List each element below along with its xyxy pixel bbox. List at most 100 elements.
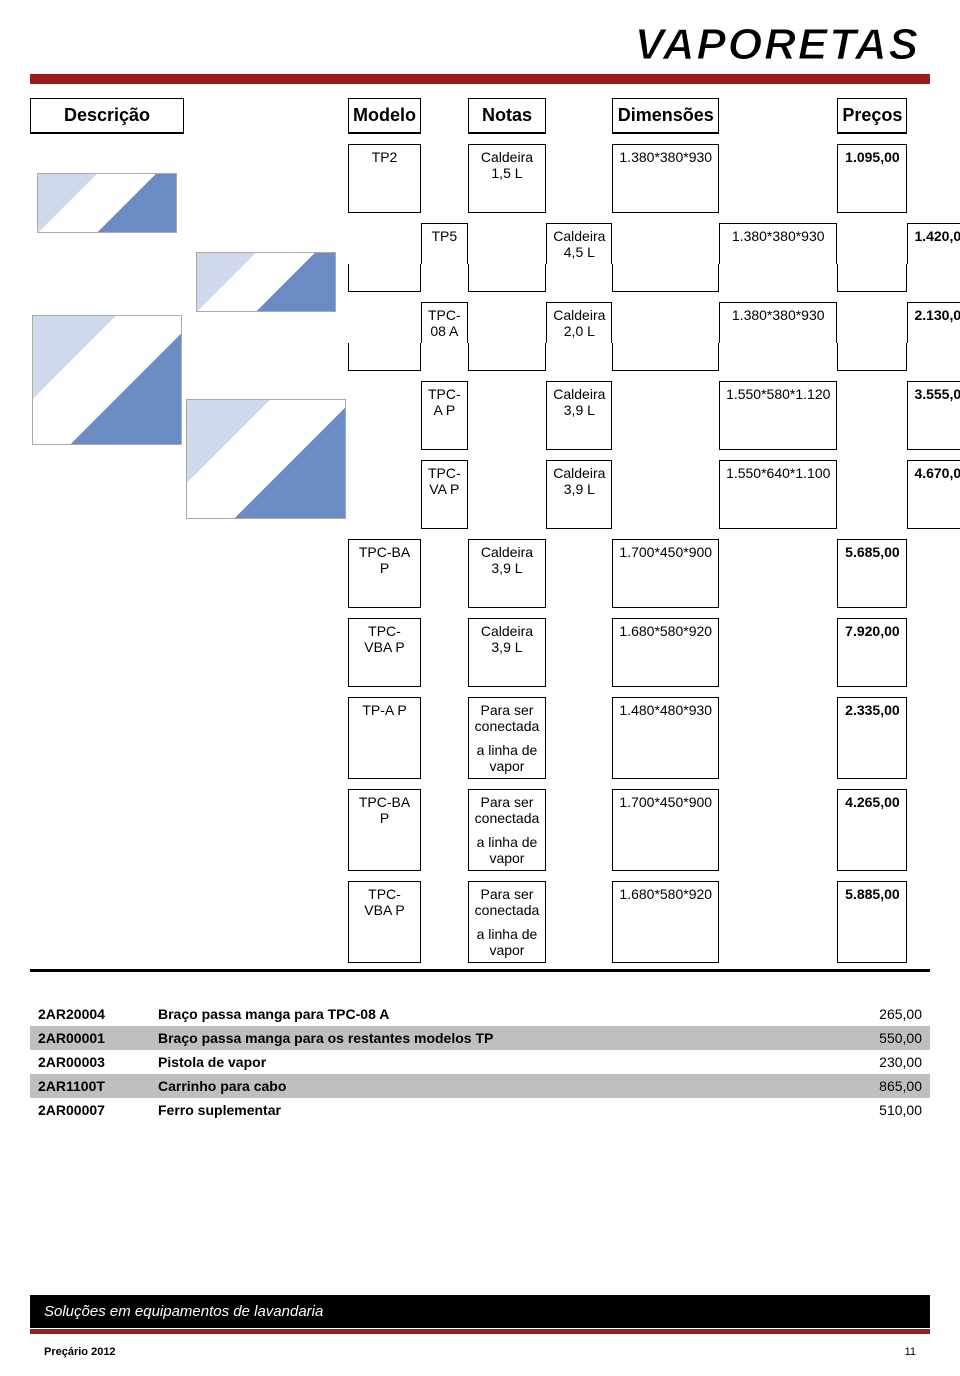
col-descricao: Descrição <box>30 98 184 134</box>
cell-preco-2 <box>907 422 960 450</box>
cell-preco-2 <box>837 659 907 687</box>
cell-dim-2 <box>612 830 719 871</box>
cell-preco-2 <box>907 501 960 529</box>
cell-nota: Para ser conectada <box>468 789 547 830</box>
cell-modelo: TPC-BA P <box>348 789 421 830</box>
cell-dim: 1.550*580*1.120 <box>719 381 837 422</box>
accessory-price: 510,00 <box>830 1098 930 1122</box>
cell-preco: 4.670,00 <box>907 460 960 501</box>
cell-dim-2 <box>612 343 719 371</box>
table-row: TP2 Caldeira 1,5 L 1.380*380*930 1.095,00 <box>30 144 960 185</box>
cell-nota-2 <box>546 422 612 450</box>
product-image-empty <box>30 460 184 529</box>
cell-modelo: TP-A P <box>348 697 421 738</box>
cell-modelo: TPC-VBA P <box>348 881 421 922</box>
cell-dim: 1.700*450*900 <box>612 789 719 830</box>
ironing-board-icon <box>186 399 346 519</box>
product-image-empty <box>30 539 184 608</box>
accessory-price: 265,00 <box>830 1002 930 1026</box>
accessory-price: 550,00 <box>830 1026 930 1050</box>
products-table: Descrição Modelo Notas Dimensões Preços … <box>30 98 960 963</box>
cell-dim-2 <box>719 422 837 450</box>
ironing-board-icon <box>196 252 336 312</box>
table-bottom-divider <box>30 969 930 972</box>
cell-modelo-2 <box>421 501 468 529</box>
cell-modelo: TP5 <box>421 223 468 264</box>
footer-row: Preçário 2012 11 <box>44 1346 916 1358</box>
cell-nota: Caldeira 1,5 L <box>468 144 547 185</box>
accessory-row: 2AR00001Braço passa manga para os restan… <box>30 1026 930 1050</box>
table-row: TPC-BA PPara ser conectada1.700*450*9004… <box>30 789 960 830</box>
cell-nota-2 <box>468 343 547 371</box>
cell-dim-2 <box>612 580 719 608</box>
cell-modelo-2 <box>348 738 421 779</box>
cell-modelo: TPC-08 A <box>421 302 468 343</box>
cell-nota: Caldeira 4,5 L <box>546 223 612 264</box>
cell-preco: 2.130,00 <box>907 302 960 343</box>
header-red-bar <box>30 74 930 84</box>
col-spacer <box>184 98 348 134</box>
accessory-code: 2AR00001 <box>30 1026 150 1050</box>
cell-preco: 1.420,00 <box>907 223 960 264</box>
product-image <box>184 223 348 343</box>
row-gap <box>30 871 960 881</box>
col-modelo: Modelo <box>348 98 421 134</box>
product-image-empty <box>30 789 184 871</box>
table-row: TPC-VBA PPara ser conectada1.680*580*920… <box>30 881 960 922</box>
cell-nota: Caldeira 3,9 L <box>468 539 547 580</box>
cell-preco: 3.555,00 <box>907 381 960 422</box>
cell-dim-2 <box>612 922 719 963</box>
cell-preco: 5.685,00 <box>837 539 907 580</box>
col-precos: Preços <box>837 98 907 134</box>
cell-preco-2 <box>837 185 907 213</box>
cell-dim: 1.380*380*930 <box>719 302 837 343</box>
footer-page-number: 11 <box>905 1346 916 1358</box>
col-spacer <box>719 98 837 134</box>
cell-dim: 1.700*450*900 <box>612 539 719 580</box>
cell-dim-2 <box>612 738 719 779</box>
accessory-desc: Braço passa manga para TPC-08 A <box>150 1002 830 1026</box>
cell-preco-2 <box>837 830 907 871</box>
table-row-sub <box>30 264 960 292</box>
cell-modelo-2 <box>348 659 421 687</box>
cell-dim-2 <box>612 185 719 213</box>
cell-preco: 5.885,00 <box>837 881 907 922</box>
cell-modelo-2 <box>348 922 421 963</box>
cell-modelo-2 <box>348 264 421 292</box>
accessory-desc: Pistola de vapor <box>150 1050 830 1074</box>
col-dimensoes: Dimensões <box>612 98 719 134</box>
cell-preco-2 <box>837 922 907 963</box>
cell-nota-2 <box>468 659 547 687</box>
footer-left: Preçário 2012 <box>44 1346 116 1358</box>
cell-preco-2 <box>837 738 907 779</box>
product-image-empty <box>30 881 184 963</box>
footer-tagline: Soluções em equipamentos de lavandaria <box>30 1295 930 1328</box>
cell-preco: 2.335,00 <box>837 697 907 738</box>
cell-modelo-2 <box>348 830 421 871</box>
product-image <box>30 144 184 264</box>
accessory-code: 2AR20004 <box>30 1002 150 1026</box>
cell-preco-2 <box>837 580 907 608</box>
cell-dim: 1.480*480*930 <box>612 697 719 738</box>
cell-nota-2 <box>468 185 547 213</box>
cell-dim: 1.550*640*1.100 <box>719 460 837 501</box>
accessory-price: 230,00 <box>830 1050 930 1074</box>
cell-preco-2 <box>837 343 907 371</box>
cell-dim: 1.380*380*930 <box>612 144 719 185</box>
ironing-board-icon <box>32 315 182 445</box>
cell-modelo-2 <box>348 580 421 608</box>
cell-nota-2: a linha de vapor <box>468 922 547 963</box>
accessory-row: 2AR20004Braço passa manga para TPC-08 A2… <box>30 1002 930 1026</box>
row-gap <box>30 779 960 789</box>
table-row: TPC-VA PCaldeira 3,9 L1.550*640*1.1004.6… <box>30 460 960 501</box>
cell-nota: Caldeira 2,0 L <box>546 302 612 343</box>
accessory-row: 2AR1100TCarrinho para cabo865,00 <box>30 1074 930 1098</box>
cell-dim-2 <box>612 264 719 292</box>
cell-preco: 1.095,00 <box>837 144 907 185</box>
cell-modelo: TP2 <box>348 144 421 185</box>
product-image <box>30 302 184 460</box>
col-spacer <box>421 98 468 134</box>
cell-dim: 1.680*580*920 <box>612 618 719 659</box>
product-image-empty <box>30 697 184 779</box>
cell-dim: 1.380*380*930 <box>719 223 837 264</box>
